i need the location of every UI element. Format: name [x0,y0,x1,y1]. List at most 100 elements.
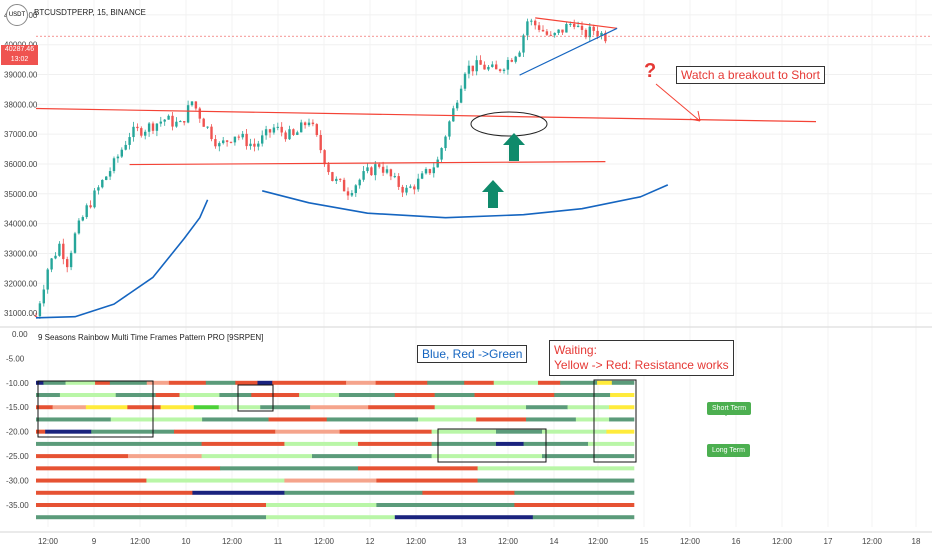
candle-body [432,167,435,174]
candle-body [183,121,186,123]
heat-segment [219,393,252,398]
trendline-triangle-bottom [519,27,618,76]
heat-segment [235,380,258,385]
heat-segment [251,393,300,398]
heat-segment [422,490,515,495]
candle-body [483,64,486,70]
candle-body [553,32,556,36]
trendline-support [129,161,606,166]
candle-body [530,20,533,22]
heat-segment [160,405,195,410]
candle-body [413,186,416,190]
candle-body [491,64,494,67]
price-tick-label: 32000.00 [4,279,38,288]
candle-body [101,179,104,188]
candle-body [362,171,365,180]
waiting-note: Waiting: Yellow -> Red: Resistance works [549,340,734,376]
candle-body [151,123,155,131]
heat-segment [275,429,340,434]
heat-segment [36,478,147,483]
candle-body [342,179,346,192]
candle-body [218,143,221,147]
candle-body [66,259,69,268]
heat-segment [266,503,377,508]
heat-segment [434,393,475,398]
waiting-note-line1: Waiting: [554,343,597,357]
candle-body [89,205,92,208]
time-tick-label: 12 [366,537,375,546]
candle-body [448,121,451,137]
candle-body [276,126,279,128]
time-tick-label: 18 [912,537,921,546]
heat-segment [85,405,128,410]
currency-label: USDT [8,12,26,18]
candle-body [381,166,385,173]
heat-segment [36,441,202,446]
heat-segment [168,380,207,385]
heat-segment [284,441,359,446]
candle-body [163,119,166,122]
candle-body [159,121,162,124]
price-tick-label: 33000.00 [4,249,38,258]
heat-segment [257,380,273,385]
candle-body [495,64,498,70]
heat-segment [560,380,598,385]
heat-segment [260,405,311,410]
candle-body [487,66,490,70]
heat-segment [266,515,396,520]
candle-body [97,187,100,191]
candle-body [311,122,315,125]
candle-body [112,158,116,172]
heat-segment [611,380,635,385]
heat-segment [526,405,568,410]
price-tick-label: 34000.00 [4,220,38,229]
candle-body [105,176,108,180]
candle-body [108,171,112,177]
annotation-marks [36,35,932,463]
candle-body [167,115,170,120]
time-tick-label: 12:00 [406,537,427,546]
indicator-tick-label: -35.00 [6,501,29,510]
heat-segment [609,417,635,422]
price-tick-label: 35000.00 [4,190,38,199]
candle-body [424,169,428,174]
time-tick-label: 12:00 [314,537,335,546]
candle-body [604,32,607,42]
candle-body [155,123,159,131]
indicator-tick-label: -15.00 [6,403,29,412]
candle-body [210,126,213,140]
up-arrow-icon [482,180,504,208]
candle-body [120,149,123,157]
short-arrow-head [689,110,701,122]
currency-badge[interactable]: USDT [6,4,28,26]
heat-segment [606,429,635,434]
candle-body [393,176,396,178]
long-term-badge: Long Term [707,444,750,457]
candle-body [452,108,455,122]
candle-body [471,65,474,72]
candle-body [303,122,307,126]
highlight-box [593,379,637,463]
time-tick-label: 15 [640,537,649,546]
heat-segment [95,380,111,385]
time-tick-label: 9 [92,537,97,546]
candle-body [54,255,57,259]
candle-body [409,186,412,188]
candle-body [315,124,318,136]
heat-segment [542,454,635,459]
candle-body [124,144,127,150]
heat-segment [464,380,495,385]
candle-body [288,129,291,140]
heat-segment [312,454,432,459]
candle-body [522,35,525,53]
heat-segment [146,380,170,385]
candle-body [237,136,240,138]
candle-body [358,179,361,186]
candle-body [62,243,65,260]
candle-body [249,143,252,147]
candle-body [147,123,151,132]
candle-body [506,59,510,70]
heat-segment [127,405,161,410]
heat-segment [376,503,515,508]
indicator-tick-label: -5.00 [6,354,25,363]
